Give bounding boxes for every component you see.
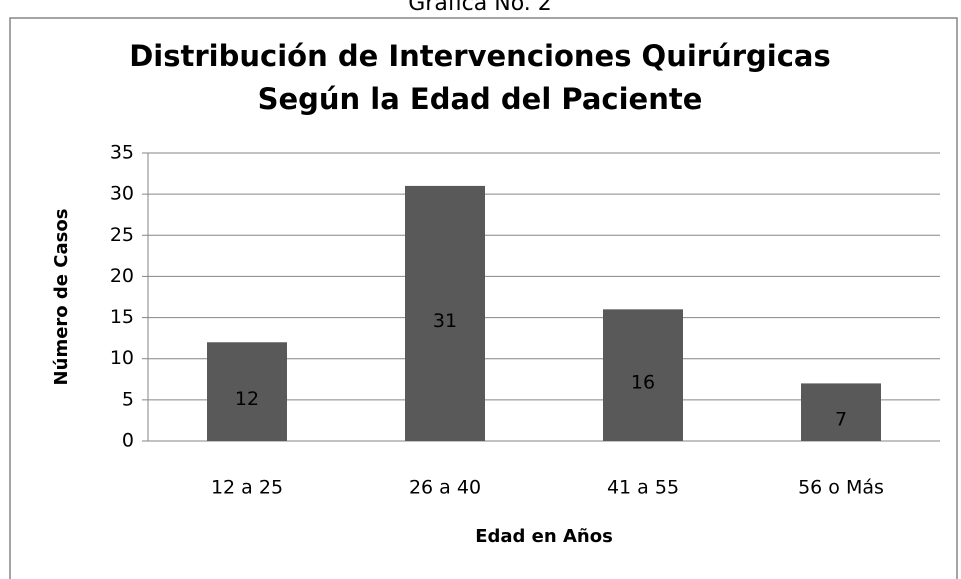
x-tick-label: 41 a 55 xyxy=(607,477,679,499)
data-label: 16 xyxy=(631,372,655,394)
x-tick-label: 26 a 40 xyxy=(409,477,481,499)
y-tick-label: 30 xyxy=(110,183,134,205)
bar xyxy=(801,383,881,441)
y-tick-label: 15 xyxy=(110,306,134,328)
data-label: 7 xyxy=(835,409,847,431)
y-tick-label: 5 xyxy=(122,388,134,410)
bar xyxy=(603,309,683,441)
y-tick-label: 0 xyxy=(122,430,134,452)
bar xyxy=(405,185,485,441)
x-tick-label: 56 o Más xyxy=(798,477,884,499)
y-tick-label: 10 xyxy=(110,347,134,369)
y-tick-label: 20 xyxy=(110,265,134,287)
y-tick-label: 25 xyxy=(110,224,134,246)
y-axis-label: Número de Casos xyxy=(51,209,72,386)
data-label: 31 xyxy=(433,310,457,332)
y-tick-label: 35 xyxy=(110,142,134,164)
caption: Gráfica No. 2 xyxy=(408,0,552,16)
data-label: 12 xyxy=(235,388,259,410)
bar xyxy=(207,342,287,441)
x-tick-label: 12 a 25 xyxy=(211,477,283,499)
chart-title: Distribución de Intervenciones Quirúrgic… xyxy=(129,39,831,73)
chart-title: Según la Edad del Paciente xyxy=(258,82,703,116)
x-axis-label: Edad en Años xyxy=(475,526,613,547)
